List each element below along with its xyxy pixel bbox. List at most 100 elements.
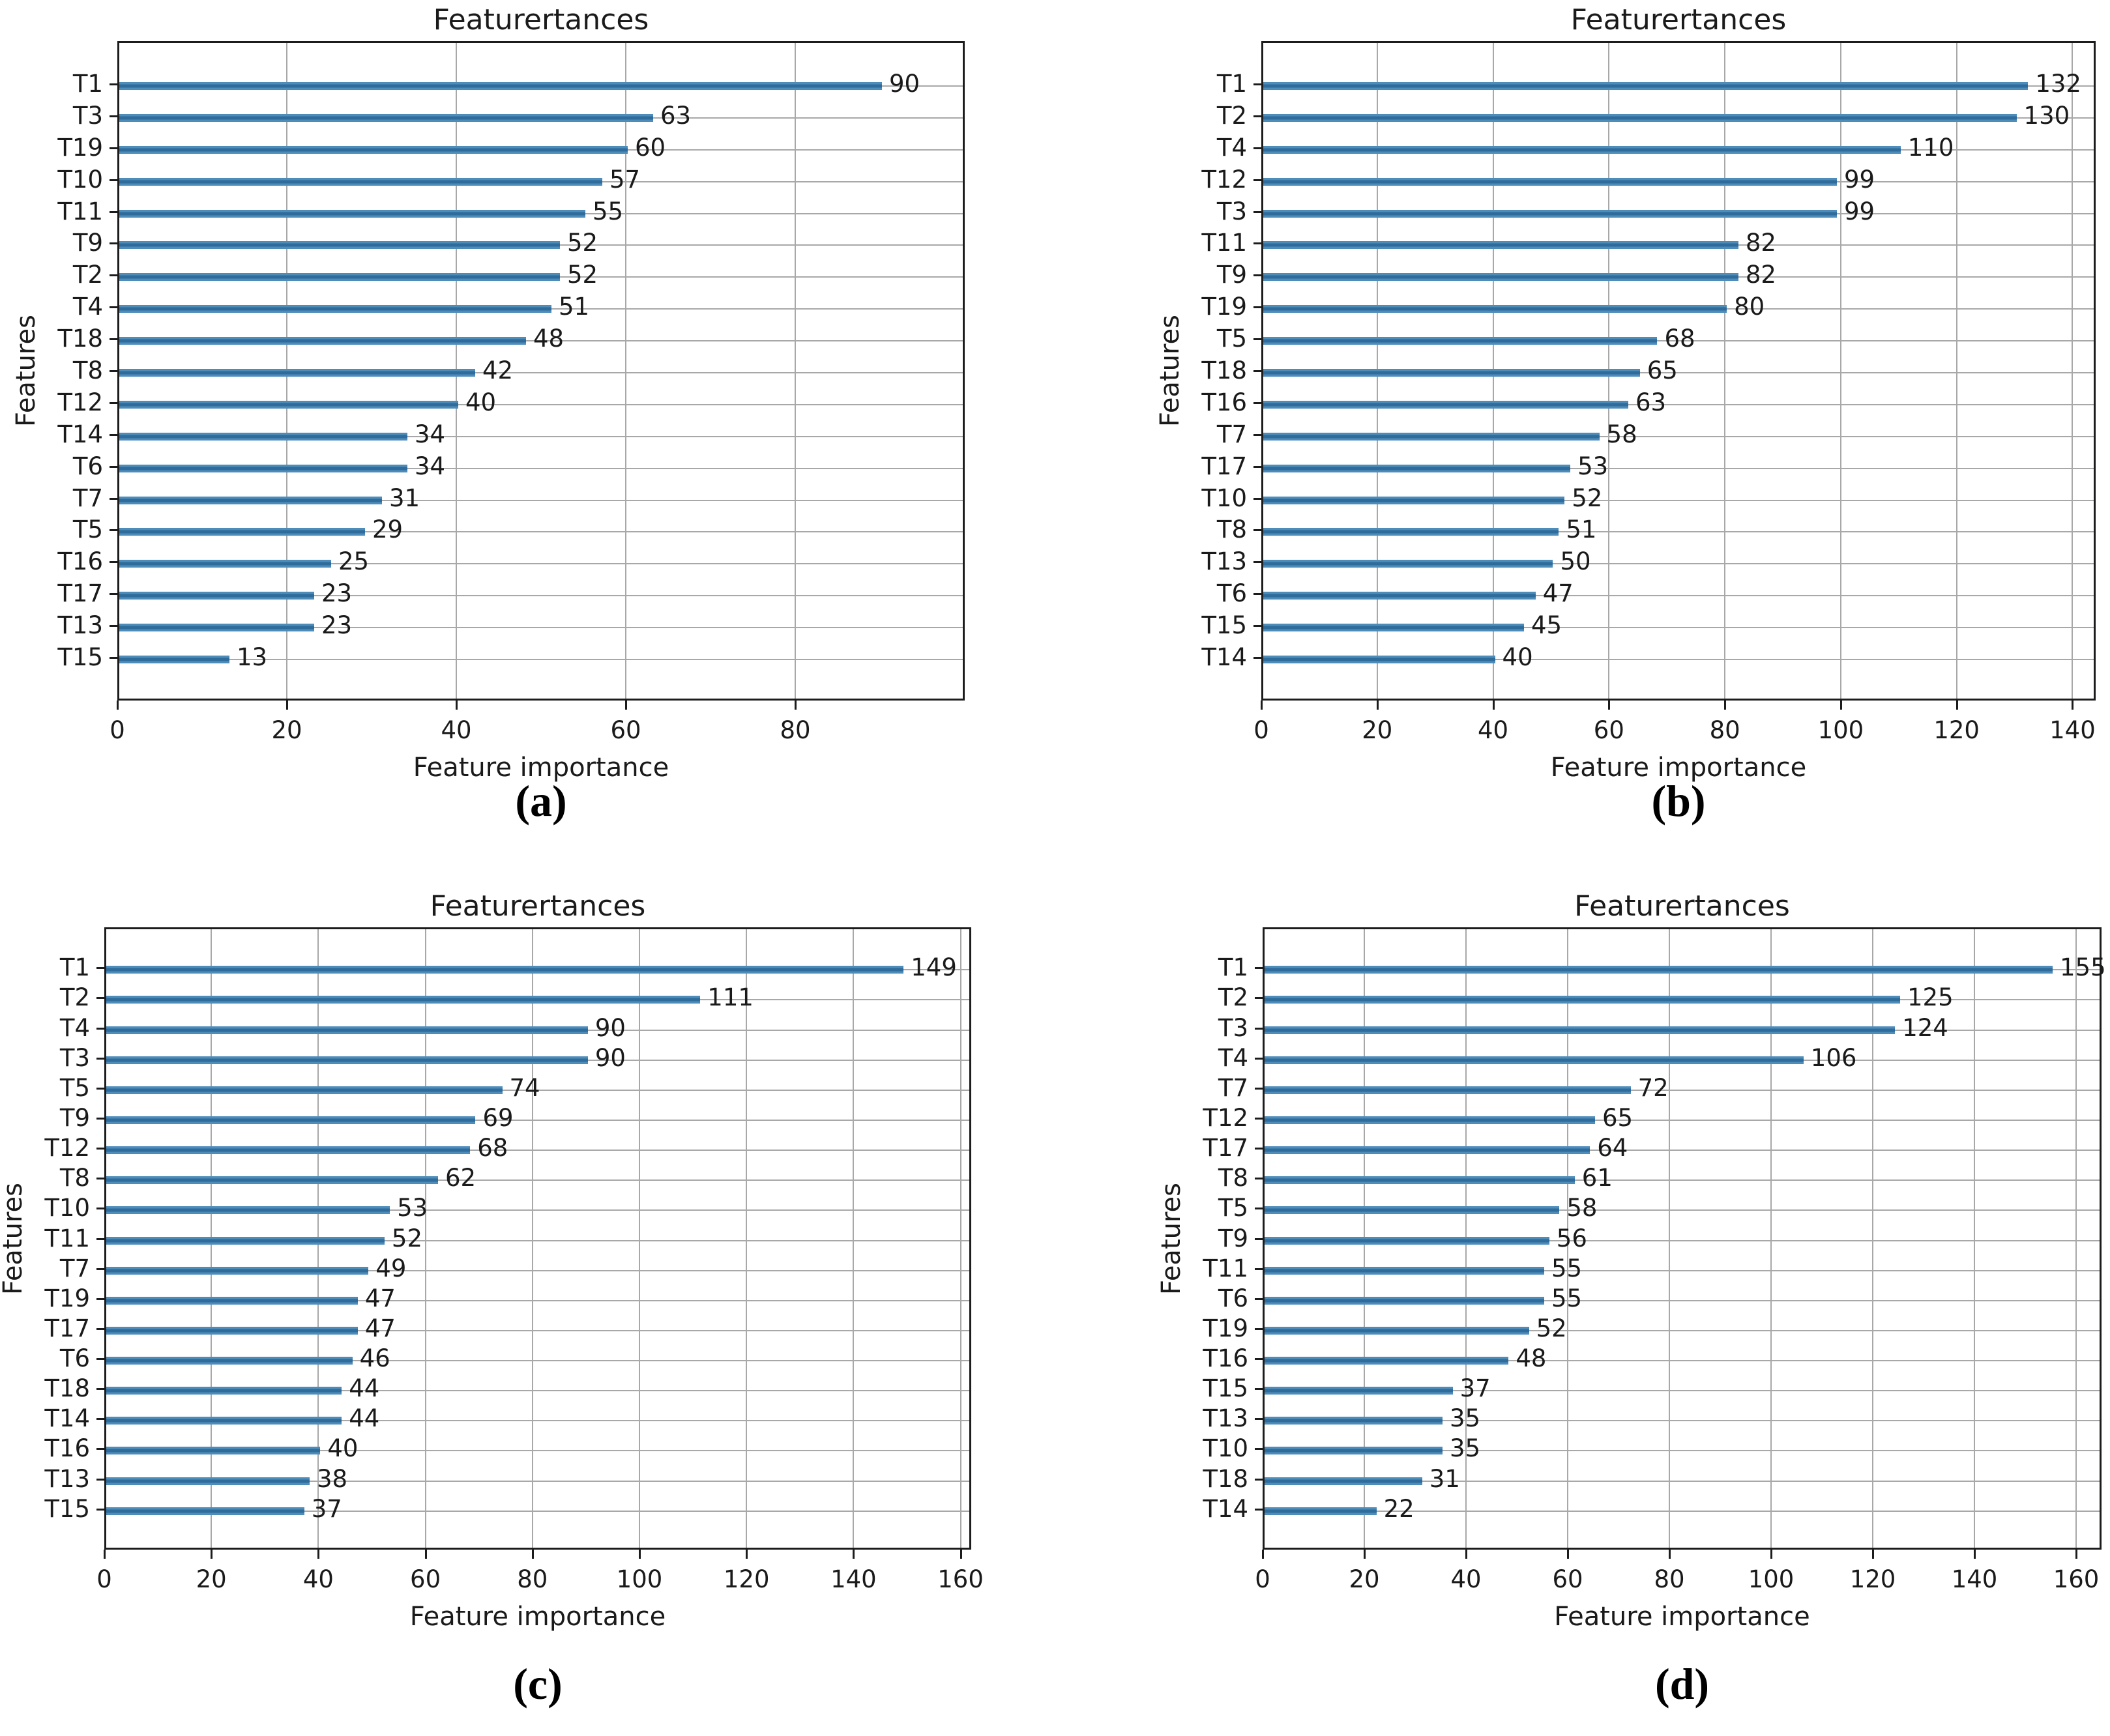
bar [119, 337, 526, 345]
bar-value-label: 31 [389, 484, 420, 512]
y-tick-mark [96, 1508, 104, 1511]
bar-value-label: 99 [1844, 165, 1875, 194]
y-tick-mark [96, 1057, 104, 1060]
y-tick-label: T8 [1218, 1164, 1248, 1193]
bar-value-label: 64 [1597, 1134, 1628, 1163]
y-tick-label: T13 [1203, 1404, 1248, 1433]
bar [1263, 496, 1565, 504]
y-tick-mark [1255, 1508, 1263, 1511]
x-gridline [638, 929, 640, 1548]
y-tick-label: T1 [1216, 70, 1247, 98]
x-tick-label: 120 [1849, 1565, 1896, 1593]
y-tick-label: T4 [59, 1013, 90, 1042]
bar [119, 592, 314, 600]
y-tick-mark [110, 433, 117, 436]
bar-value-label: 45 [1531, 611, 1562, 640]
y-tick-mark [96, 1358, 104, 1361]
bar [119, 560, 331, 568]
y-tick-mark [1253, 370, 1261, 372]
y-tick-mark [1255, 1148, 1263, 1150]
bar-value-label: 48 [1516, 1344, 1547, 1373]
y-tick-label: T3 [1216, 197, 1247, 225]
y-tick-mark [1253, 147, 1261, 149]
y-gridline [106, 1299, 969, 1301]
x-tick-mark [2075, 1550, 2077, 1559]
y-tick-label: T4 [1218, 1043, 1248, 1072]
bar [1265, 1086, 1631, 1094]
bar [119, 432, 407, 441]
x-tick-mark [1770, 1550, 1772, 1559]
y-tick-mark [1253, 179, 1261, 181]
bar [106, 1086, 503, 1094]
y-tick-label: T13 [57, 611, 103, 640]
y-tick-mark [110, 593, 117, 596]
bar [119, 209, 585, 218]
y-tick-mark [96, 967, 104, 970]
y-tick-label: T6 [1218, 1284, 1248, 1312]
bar [106, 1206, 390, 1215]
y-tick-mark [1255, 1117, 1263, 1120]
y-tick-label: T17 [1201, 452, 1247, 480]
y-tick-mark [1253, 625, 1261, 628]
bar-value-label: 56 [1556, 1224, 1587, 1252]
bar-value-label: 82 [1745, 229, 1776, 257]
bar [106, 1296, 358, 1305]
y-tick-mark [1255, 1478, 1263, 1481]
bar-value-label: 65 [1647, 356, 1678, 384]
y-tick-label: T7 [1218, 1073, 1248, 1102]
x-gridline [1567, 929, 1568, 1548]
x-gridline [1872, 929, 1873, 1548]
y-tick-label: T17 [57, 579, 103, 608]
x-tick-label: 60 [1552, 1565, 1583, 1593]
bar-value-label: 35 [1450, 1404, 1481, 1433]
y-tick-mark [96, 1448, 104, 1451]
y-tick-mark [110, 370, 117, 372]
x-tick-mark [456, 701, 458, 710]
subfigure-caption: (b) [1651, 776, 1706, 826]
x-gridline [1974, 929, 1975, 1548]
y-tick-mark [96, 1237, 104, 1240]
bar-value-label: 40 [465, 388, 497, 416]
y-gridline [119, 372, 963, 373]
y-tick-mark [1255, 967, 1263, 970]
bar [1263, 592, 1536, 600]
bar-value-label: 52 [567, 261, 598, 289]
bar-value-label: 47 [1542, 579, 1574, 608]
y-gridline [1263, 435, 2094, 437]
y-tick-mark [96, 1148, 104, 1150]
plot-area [1261, 41, 2096, 701]
y-gridline [1265, 1510, 2100, 1512]
y-tick-label: T16 [1201, 388, 1247, 416]
x-tick-mark [960, 1550, 962, 1559]
x-tick-label: 120 [1933, 716, 1980, 744]
y-gridline [1265, 1299, 2100, 1301]
y-tick-label: T7 [59, 1254, 90, 1282]
y-gridline [106, 1150, 969, 1151]
y-gridline [1265, 1360, 2100, 1362]
x-gridline [1956, 43, 1957, 699]
x-tick-mark [1465, 1550, 1467, 1559]
bar [1263, 369, 1640, 377]
x-tick-mark [1839, 701, 1842, 710]
y-tick-mark [110, 179, 117, 181]
x-gridline [625, 43, 626, 699]
y-tick-label: T1 [72, 70, 103, 98]
x-tick-mark [1608, 701, 1611, 710]
bar-value-label: 40 [1502, 643, 1533, 671]
subfigure-caption: (d) [1654, 1659, 1710, 1709]
y-tick-label: T14 [57, 420, 103, 448]
y-gridline [106, 1209, 969, 1211]
y-tick-label: T11 [44, 1224, 90, 1252]
y-tick-label: T6 [1216, 579, 1247, 608]
x-tick-mark [286, 701, 288, 710]
chart-title: Featurertances [1574, 890, 1790, 923]
bar [119, 624, 314, 632]
x-tick-mark [424, 1550, 427, 1559]
y-gridline [119, 563, 963, 565]
y-tick-label: T16 [1203, 1344, 1248, 1373]
bar [119, 305, 551, 313]
y-gridline [1265, 1420, 2100, 1422]
bar [106, 966, 904, 974]
x-tick-label: 160 [2053, 1565, 2100, 1593]
